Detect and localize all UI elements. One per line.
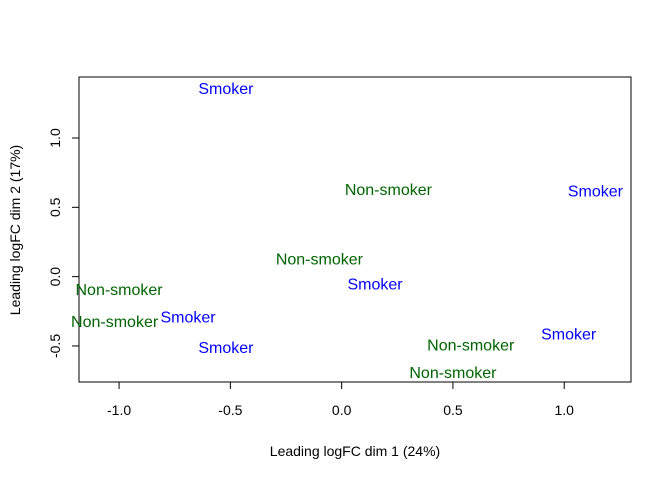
y-axis-title: Leading logFC dim 2 (17%) <box>7 145 23 315</box>
x-tick-label: 0.0 <box>332 402 352 418</box>
point-label-smoker: Smoker <box>161 310 217 327</box>
y-axis: -0.5 0.0 0.5 1.0 <box>47 128 80 358</box>
point-label-smoker: Smoker <box>198 81 254 98</box>
x-tick-label: 0.5 <box>443 402 463 418</box>
point-label-non-smoker: Non-smoker <box>276 252 364 269</box>
y-tick-label: 0.5 <box>47 197 63 217</box>
x-axis: -1.0 -0.5 0.0 0.5 1.0 <box>107 381 574 418</box>
x-axis-title: Leading logFC dim 1 (24%) <box>270 443 440 459</box>
y-tick-label: 1.0 <box>47 128 63 148</box>
x-tick-label: -1.0 <box>107 402 131 418</box>
y-tick-label: -0.5 <box>47 334 63 358</box>
x-tick-label: 1.0 <box>554 402 574 418</box>
point-label-smoker: Smoker <box>347 276 403 293</box>
point-label-non-smoker: Non-smoker <box>71 314 159 331</box>
y-tick-label: 0.0 <box>47 267 63 287</box>
point-label-non-smoker: Non-smoker <box>409 365 497 382</box>
point-label-smoker: Smoker <box>198 340 254 357</box>
point-label-smoker: Smoker <box>541 326 597 343</box>
x-tick-label: -0.5 <box>218 402 242 418</box>
point-label-non-smoker: Non-smoker <box>427 337 515 354</box>
point-label-non-smoker: Non-smoker <box>75 282 163 299</box>
point-label-non-smoker: Non-smoker <box>345 182 433 199</box>
point-label-smoker: Smoker <box>568 184 624 201</box>
